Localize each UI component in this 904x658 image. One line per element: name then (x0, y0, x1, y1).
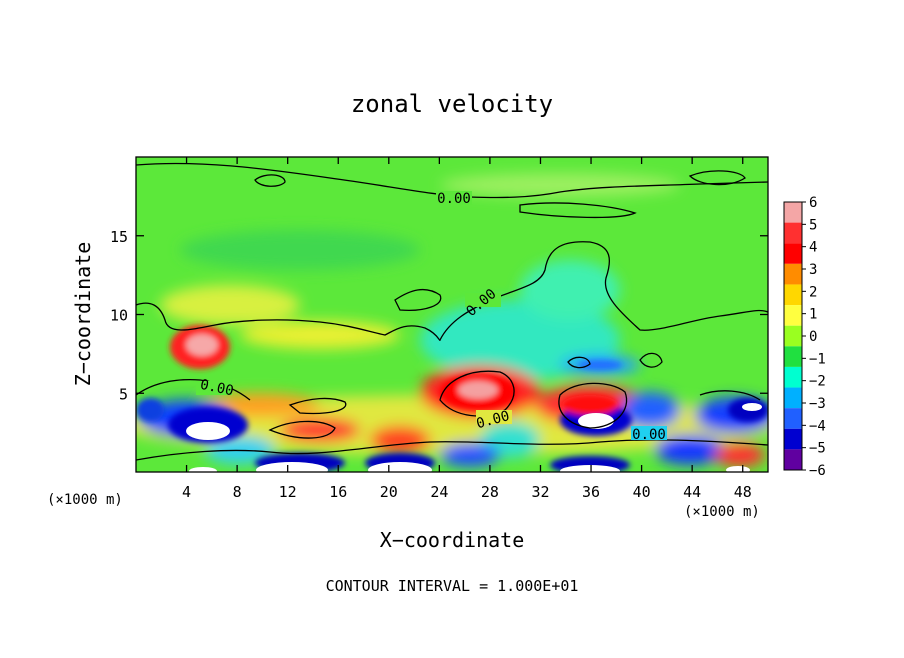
blob-blue-bottom (440, 443, 500, 467)
contour-far-right (699, 390, 761, 401)
core-white-far-right (742, 403, 762, 411)
x-unit-right: (×1000 m) (684, 504, 760, 520)
x-tick-label: 8 (233, 483, 242, 501)
contour-right-loop (558, 382, 628, 429)
colorbar-label: −6 (809, 463, 826, 479)
colorbar: 6 5 4 3 2 1 0 −1 −2 −3 −4 −5 −6 (783, 195, 826, 479)
contour-right-small (639, 352, 663, 368)
contour-left-lobe (136, 302, 441, 341)
core-white-bottom-2 (368, 462, 432, 472)
core-white-bottom-1 (256, 462, 328, 472)
y-tick-label: 10 (110, 307, 128, 325)
x-tick-label: 28 (481, 483, 499, 501)
y-axis-label: Z−coordinate (71, 242, 95, 387)
core-white-bottom-3 (560, 465, 620, 472)
contour-label-bg-3 (465, 293, 501, 307)
x-tick-label: 44 (683, 483, 701, 501)
core-red-right (562, 395, 618, 415)
contour-lower-mid-2 (268, 420, 336, 439)
y-tick-label: 15 (110, 228, 128, 246)
footnote: CONTOUR INTERVAL = 1.000E+01 (326, 577, 579, 595)
contour-lower-left (136, 379, 251, 401)
colorbar-label: 1 (809, 307, 817, 323)
blob-cyan-upper (520, 260, 620, 320)
colorbar-swatch (784, 202, 802, 223)
colorbar-swatch (784, 387, 802, 409)
blob-yellow-mid-left (160, 285, 300, 325)
colorbar-label: −2 (809, 374, 826, 390)
colorbar-label: 2 (809, 284, 817, 300)
x-unit-left: (×1000 m) (47, 492, 123, 508)
x-tick-label: 16 (329, 483, 347, 501)
x-tick-label: 32 (531, 483, 549, 501)
x-tick-label: 36 (582, 483, 600, 501)
contour-island-mid (394, 288, 442, 311)
colorbar-label: 0 (809, 329, 817, 345)
core-white-left (186, 422, 230, 440)
contour-upper-island (254, 174, 286, 187)
colorbar-swatch (784, 305, 802, 326)
blob-upper-dark (180, 230, 420, 270)
colorbar-swatch (784, 449, 802, 470)
heatmap-field: 0.00 0.00 0.00 0.00 0.00 (136, 157, 768, 472)
contour-label-2: 0.00 (199, 377, 235, 400)
colorbar-label: 4 (809, 240, 817, 256)
colorbar-label: −3 (809, 396, 826, 412)
x-tick-label: 4 (182, 483, 191, 501)
blob-blue-bottom-right (655, 435, 725, 465)
blob-blue-mid-right (620, 392, 680, 428)
x-tick-label: 48 (734, 483, 752, 501)
x-tick-label: 40 (633, 483, 651, 501)
contour-label-1: 0.00 (437, 191, 471, 207)
x-axis-ticks: 4 8 12 16 20 24 28 32 36 40 44 48 (182, 157, 752, 501)
core-blue-center-right (578, 360, 622, 370)
contour-upper-right (688, 170, 746, 186)
blob-red-bottom-left (280, 418, 360, 442)
colorbar-label: −5 (809, 441, 826, 457)
colorbar-swatch (784, 263, 802, 285)
contour-label-bg-4 (476, 410, 512, 424)
y-axis-ticks: 5 10 15 (110, 228, 768, 403)
colorbar-label: 6 (809, 195, 817, 211)
colorbar-label: 3 (809, 262, 817, 278)
contour-label-bg-1 (436, 191, 472, 205)
colorbar-swatch (784, 408, 802, 429)
colorbar-swatch (784, 243, 802, 264)
colorbar-label: −1 (809, 351, 826, 367)
core-white-bottom-5 (726, 466, 750, 472)
x-tick-label: 20 (380, 483, 398, 501)
contour-lower-mid (288, 397, 347, 415)
contour-label-bg-2 (196, 381, 232, 395)
colorbar-swatch (784, 428, 802, 450)
y-tick-label: 5 (119, 385, 128, 403)
colorbar-swatch (784, 284, 802, 306)
colorbar-swatch (784, 325, 802, 347)
core-pink-center (458, 381, 498, 399)
contour-long-loop (519, 202, 637, 219)
core-blue-far-left (136, 398, 164, 422)
blob-upper-light (440, 173, 680, 197)
colorbar-swatch (784, 366, 802, 388)
contour-label-5: 0.00 (632, 427, 666, 443)
contour-small-center (567, 356, 591, 369)
colorbar-swatch (784, 346, 802, 367)
core-white-bottom-4 (189, 467, 217, 472)
contour-center-loop (439, 370, 515, 417)
x-tick-label: 12 (279, 483, 297, 501)
colorbar-swatch (784, 222, 802, 244)
colorbar-label: 5 (809, 217, 817, 233)
contour-label-bg-5 (631, 426, 667, 440)
blob-red-bottom-mid (370, 426, 430, 454)
core-pink-upper-left (186, 334, 218, 356)
core-white-right (578, 413, 614, 429)
x-axis-label: X−coordinate (380, 528, 525, 552)
x-tick-label: 24 (430, 483, 448, 501)
blob-red-bottom-right (715, 443, 765, 467)
blob-yellow-mid (240, 321, 400, 349)
colorbar-label: −4 (809, 418, 826, 434)
chart-title: zonal velocity (351, 90, 553, 118)
